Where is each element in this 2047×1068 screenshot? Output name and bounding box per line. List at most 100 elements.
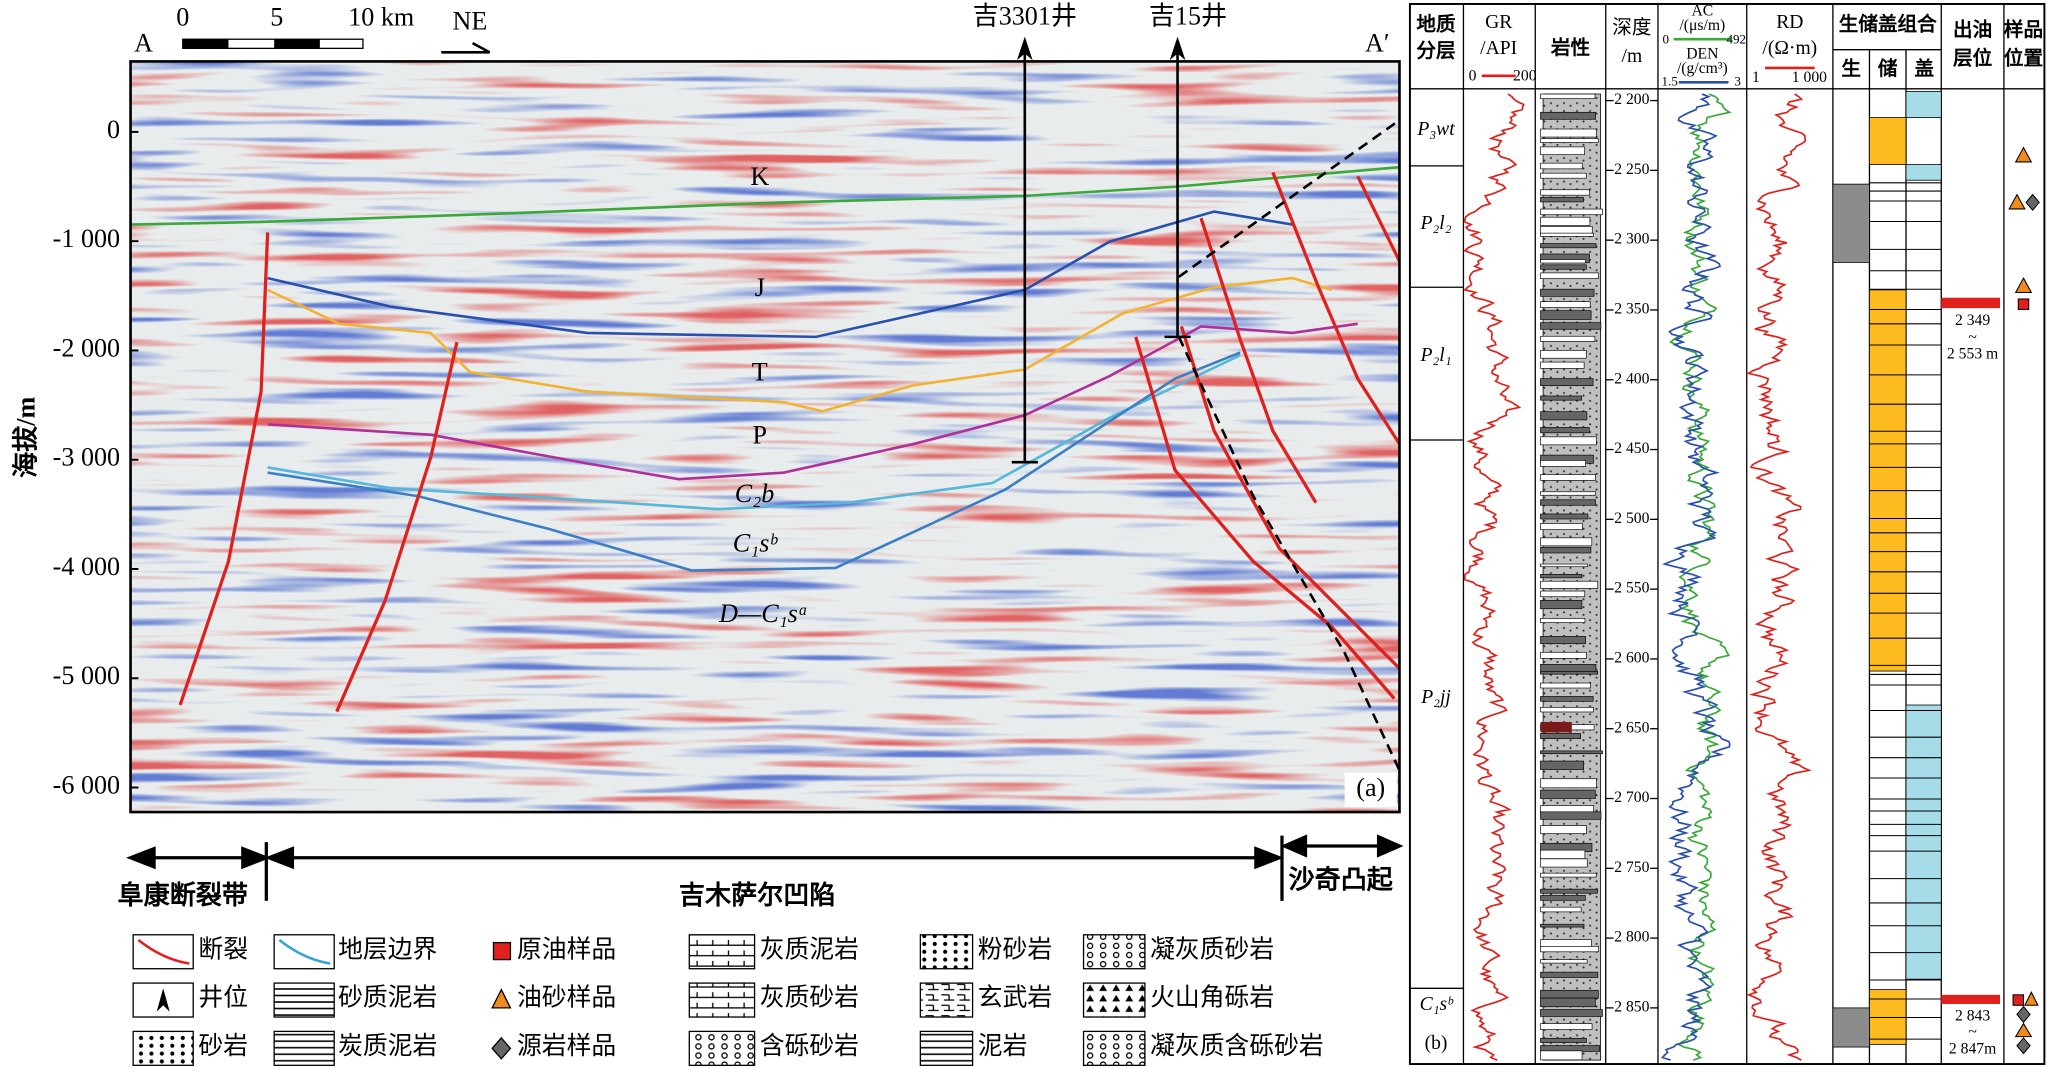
- lithology-layer: [1540, 939, 1592, 947]
- direction-arrow: [441, 41, 491, 54]
- header-range: 1.5: [1662, 73, 1679, 88]
- lithology-layer: [1540, 989, 1599, 999]
- depth-tick-label: 2 750: [1614, 859, 1649, 876]
- header-range: 0: [1663, 32, 1670, 47]
- legend-label: 粉砂岩: [978, 935, 1052, 963]
- lithology-layer: [1540, 460, 1586, 467]
- legend-symbol: [1082, 982, 1146, 1018]
- legend-label: 原油样品: [517, 935, 616, 963]
- lithology-layer: [1540, 395, 1583, 401]
- lithology-layer: [1540, 259, 1586, 264]
- depth-tick-label: 2 800: [1614, 929, 1649, 946]
- log-curves: [1463, 93, 1812, 1061]
- legend-symbol: [491, 988, 512, 1009]
- lithology-layer: [1540, 895, 1586, 901]
- lithology-layer: [1540, 778, 1597, 789]
- well-name: 吉3301井: [973, 1, 1077, 30]
- horizon: [267, 351, 1241, 572]
- legend-symbol: [492, 941, 512, 961]
- legend-symbol: [1082, 934, 1146, 970]
- header: 生储盖组合: [1839, 13, 1937, 36]
- header: 岩性: [1550, 36, 1590, 59]
- lithology-layer: [1540, 580, 1599, 589]
- legend-symbol: [156, 988, 170, 1012]
- region-label: 吉木萨尔凹陷: [679, 880, 836, 910]
- lithology-layer: [1540, 322, 1602, 330]
- depth-tick-label: 2 350: [1614, 301, 1649, 318]
- horizons: [130, 119, 1400, 771]
- combination-column: [1832, 91, 1942, 1048]
- seal-block: [1905, 91, 1942, 118]
- lithology-layer: [1540, 959, 1588, 964]
- sample-marker: [2014, 1022, 2033, 1038]
- lithology-layer: [1540, 189, 1590, 196]
- panel-label: (b): [1425, 1033, 1448, 1054]
- layer-label: J: [755, 273, 765, 302]
- legend-symbol: [919, 934, 974, 970]
- layer-label: D—C₁sᵃ: [718, 599, 808, 628]
- zoom-line: [1177, 336, 1400, 771]
- well-symbol: [1169, 36, 1186, 61]
- legend-symbol: [278, 938, 331, 965]
- sample-marker: [2016, 1005, 2031, 1024]
- fault: [1199, 217, 1318, 504]
- arrow-head: [264, 846, 1284, 870]
- header: /m: [1622, 46, 1643, 67]
- depth-tick-label: 2 700: [1614, 789, 1649, 806]
- lithology-layer: [1540, 523, 1583, 530]
- legend-label: 地层边界: [338, 935, 437, 963]
- sample-marker: [2023, 991, 2039, 1006]
- horizon: [267, 210, 1293, 339]
- header: GR: [1485, 12, 1513, 33]
- fault: [335, 341, 459, 713]
- lithology-layer: [1540, 491, 1596, 496]
- lithology-layer: [1540, 789, 1596, 799]
- scale-bar: [182, 39, 229, 49]
- legend-symbol: [273, 982, 335, 1018]
- lithology-layer: [1540, 825, 1587, 834]
- layer-label: K: [750, 162, 769, 191]
- lithology-layer: [1540, 243, 1597, 249]
- lithology-layer: [1540, 216, 1591, 226]
- legend-label: 炭质泥岩: [338, 1032, 437, 1060]
- lithology-layer: [1540, 172, 1587, 179]
- lithology-layer: [1540, 906, 1582, 913]
- legend-label: 灰质泥岩: [760, 935, 859, 963]
- scale-bar: [274, 39, 320, 49]
- legend-symbol: [137, 938, 190, 965]
- lithology-layer: [1540, 1023, 1593, 1030]
- header: 盖: [1914, 57, 1934, 80]
- header: /API: [1480, 38, 1517, 59]
- oil-interval-label: 2 843: [1955, 1008, 1990, 1025]
- log-curve: [1669, 93, 1732, 1061]
- legend-label: 玄武岩: [978, 984, 1052, 1012]
- legend-label: 断裂: [198, 935, 248, 963]
- oil-interval-label: 2 349: [1955, 312, 1990, 329]
- header: RD: [1776, 12, 1803, 33]
- y-tick-label: -2 000: [53, 333, 120, 362]
- lithology-layer: [1540, 474, 1596, 481]
- faults: [178, 171, 1400, 713]
- header: 分层: [1416, 40, 1455, 62]
- depth-tick-label: 2 200: [1614, 91, 1649, 108]
- y-tick-label: -3 000: [53, 443, 120, 472]
- source-block: [1832, 1007, 1870, 1048]
- lithology-layer: [1540, 436, 1597, 446]
- y-tick-label: -4 000: [53, 552, 120, 581]
- legend-label: 凝灰质砂岩: [1150, 935, 1274, 963]
- well-log-panel: 地质 分层 GR /API 0 200 岩性 深度 /m AC /(μs/m) …: [1408, 2, 2046, 1066]
- lithology-layer: [1540, 811, 1602, 820]
- lithology-layer: [1540, 208, 1603, 216]
- log-frame: [1408, 2, 2046, 1066]
- legend-symbol: [919, 982, 974, 1018]
- legend-label: 火山角砾岩: [1150, 984, 1274, 1012]
- fault: [1356, 175, 1400, 262]
- header-range: 200: [1513, 68, 1537, 85]
- layer-label: C₁sᵇ: [733, 529, 779, 558]
- lithology-layer: [1540, 682, 1591, 689]
- strata-label: P₃wt: [1416, 119, 1455, 140]
- sample-marker: [2025, 193, 2040, 212]
- scale-label: 10 km: [348, 3, 414, 32]
- reservoir-block: [1869, 117, 1907, 165]
